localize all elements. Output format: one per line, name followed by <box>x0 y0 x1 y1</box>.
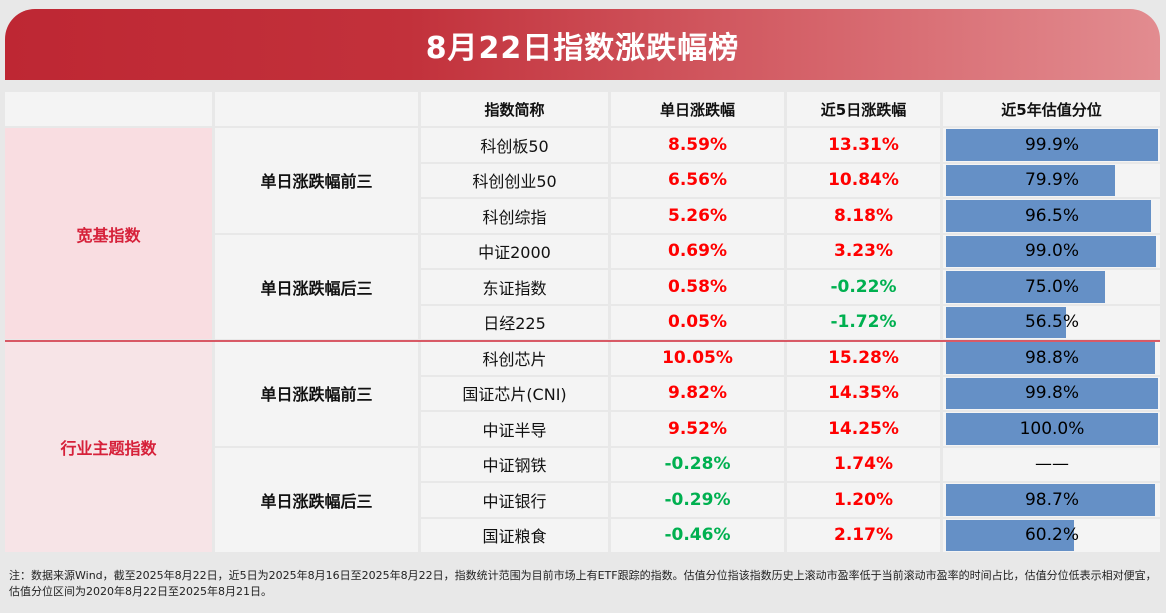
index-name: 中证半导 <box>421 412 608 446</box>
percentile-bar <box>946 129 1158 161</box>
daily-change: 0.05% <box>611 305 784 339</box>
footnote: 注：数据来源Wind，截至2025年8月22日，近5日为2025年8月16日至2… <box>9 569 1157 598</box>
percentile-label: 56.5% <box>1024 312 1079 333</box>
percentile-bar <box>946 413 1158 445</box>
percentile-label: 98.8% <box>1024 347 1079 368</box>
percentile-label: 100.0% <box>1019 418 1085 439</box>
five-day-change: 14.35% <box>787 376 940 410</box>
percentile-label: 99.0% <box>1024 241 1079 262</box>
five-day-change: -1.72% <box>787 305 940 339</box>
five-day-change: 15.28% <box>787 341 940 375</box>
percentile-label: 96.5% <box>1024 205 1079 226</box>
valuation-percentile: 75.0% <box>943 270 1160 304</box>
index-name: 科创芯片 <box>421 341 608 375</box>
valuation-percentile: 99.0% <box>943 234 1160 268</box>
daily-change: -0.28% <box>611 447 784 481</box>
percentile-bar <box>946 377 1158 409</box>
percentile-label: 98.7% <box>1024 489 1079 510</box>
five-day-change: 1.20% <box>787 483 940 517</box>
five-day-change: 3.23% <box>787 234 940 268</box>
category-label: 宽基指数 <box>5 128 212 339</box>
valuation-percentile: 98.8% <box>943 341 1160 375</box>
index-name: 日经225 <box>421 305 608 339</box>
daily-change: 9.52% <box>611 412 784 446</box>
percentile-bar <box>946 200 1151 232</box>
five-day-change: -0.22% <box>787 270 940 304</box>
index-name: 中证银行 <box>421 483 608 517</box>
percentile-bar <box>946 271 1105 303</box>
daily-change: 5.26% <box>611 199 784 233</box>
category-label: 行业主题指数 <box>5 341 212 552</box>
index-ranking-table: 指数简称 单日涨跌幅 近5日涨跌幅 近5年估值分位 宽基指数 单日涨跌幅前三 科创板50 8.… <box>5 92 1160 552</box>
header-cell: 单日涨跌幅 <box>611 92 784 126</box>
percentile-bar <box>946 484 1156 516</box>
header-cell <box>5 92 212 126</box>
index-name: 东证指数 <box>421 270 608 304</box>
daily-change: 10.05% <box>611 341 784 375</box>
valuation-percentile: 96.5% <box>943 199 1160 233</box>
header-cell <box>215 92 418 126</box>
index-name: 科创创业50 <box>421 163 608 197</box>
index-name: 中证2000 <box>421 234 608 268</box>
five-day-change: 1.74% <box>787 447 940 481</box>
title-banner: 8月22日指数涨跌幅榜 <box>5 9 1160 80</box>
group-label: 单日涨跌幅前三 <box>215 341 418 446</box>
percentile-label: 75.0% <box>1024 276 1079 297</box>
valuation-percentile: 60.2% <box>943 518 1160 552</box>
valuation-percentile: 99.8% <box>943 376 1160 410</box>
percentile-label: —— <box>1035 454 1069 475</box>
group-label: 单日涨跌幅后三 <box>215 447 418 552</box>
index-name: 国证芯片(CNI) <box>421 376 608 410</box>
percentile-label: 60.2% <box>1024 525 1079 546</box>
valuation-percentile: 79.9% <box>943 163 1160 197</box>
percentile-bar <box>946 306 1066 338</box>
daily-change: 9.82% <box>611 376 784 410</box>
valuation-percentile: 98.7% <box>943 483 1160 517</box>
five-day-change: 14.25% <box>787 412 940 446</box>
valuation-percentile: 56.5% <box>943 305 1160 339</box>
daily-change: 8.59% <box>611 128 784 162</box>
index-name: 科创板50 <box>421 128 608 162</box>
daily-change: 0.58% <box>611 270 784 304</box>
percentile-label: 79.9% <box>1024 170 1079 191</box>
valuation-percentile: —— <box>943 447 1160 481</box>
header-cell: 指数简称 <box>421 92 608 126</box>
daily-change: 0.69% <box>611 234 784 268</box>
index-name: 国证粮食 <box>421 518 608 552</box>
category-divider <box>5 340 1160 342</box>
five-day-change: 10.84% <box>787 163 940 197</box>
percentile-label: 99.8% <box>1024 383 1079 404</box>
index-name: 科创综指 <box>421 199 608 233</box>
five-day-change: 2.17% <box>787 518 940 552</box>
percentile-bar <box>946 164 1116 196</box>
valuation-percentile: 100.0% <box>943 412 1160 446</box>
page-title: 8月22日指数涨跌幅榜 <box>425 30 740 66</box>
daily-change: -0.29% <box>611 483 784 517</box>
group-label: 单日涨跌幅后三 <box>215 234 418 339</box>
header-cell: 近5日涨跌幅 <box>787 92 940 126</box>
five-day-change: 8.18% <box>787 199 940 233</box>
valuation-percentile: 99.9% <box>943 128 1160 162</box>
percentile-bar <box>946 519 1074 551</box>
index-name: 中证钢铁 <box>421 447 608 481</box>
header-cell: 近5年估值分位 <box>943 92 1160 126</box>
five-day-change: 13.31% <box>787 128 940 162</box>
daily-change: -0.46% <box>611 518 784 552</box>
percentile-bar <box>946 235 1156 267</box>
percentile-bar <box>946 342 1156 374</box>
group-label: 单日涨跌幅前三 <box>215 128 418 233</box>
percentile-label: 99.9% <box>1024 134 1079 155</box>
daily-change: 6.56% <box>611 163 784 197</box>
